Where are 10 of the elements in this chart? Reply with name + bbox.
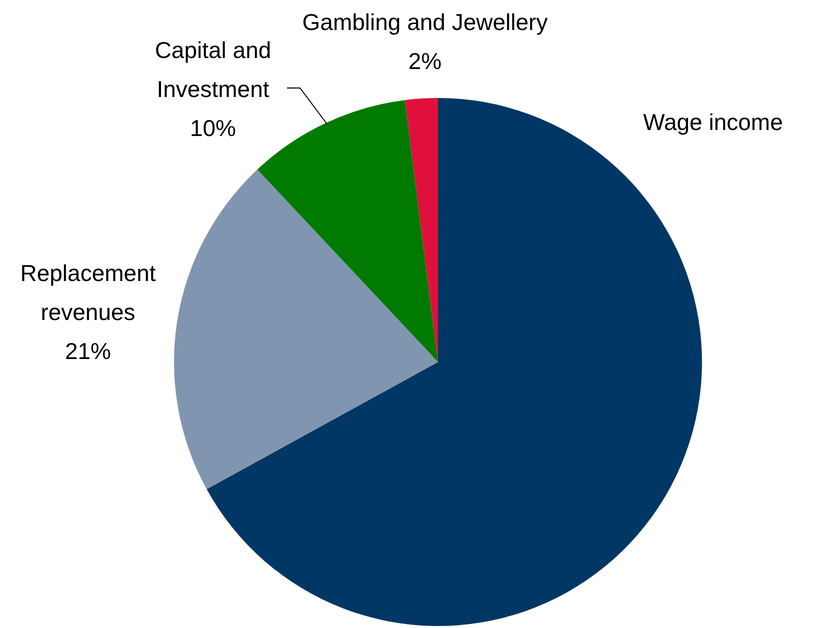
pie-slice bbox=[404, 98, 438, 362]
data-label: 10% bbox=[190, 115, 236, 141]
pie-slice bbox=[174, 170, 438, 490]
slice-label: Wage income bbox=[643, 109, 783, 135]
pie-slice bbox=[257, 100, 438, 362]
slice-label: Capital and Investment bbox=[154, 37, 272, 102]
slice-label: Gambling and Jewellery bbox=[302, 9, 548, 35]
slice-label: Replacement revenues bbox=[20, 260, 156, 325]
data-label: 21% bbox=[64, 338, 112, 364]
data-label: 2% bbox=[408, 48, 442, 74]
